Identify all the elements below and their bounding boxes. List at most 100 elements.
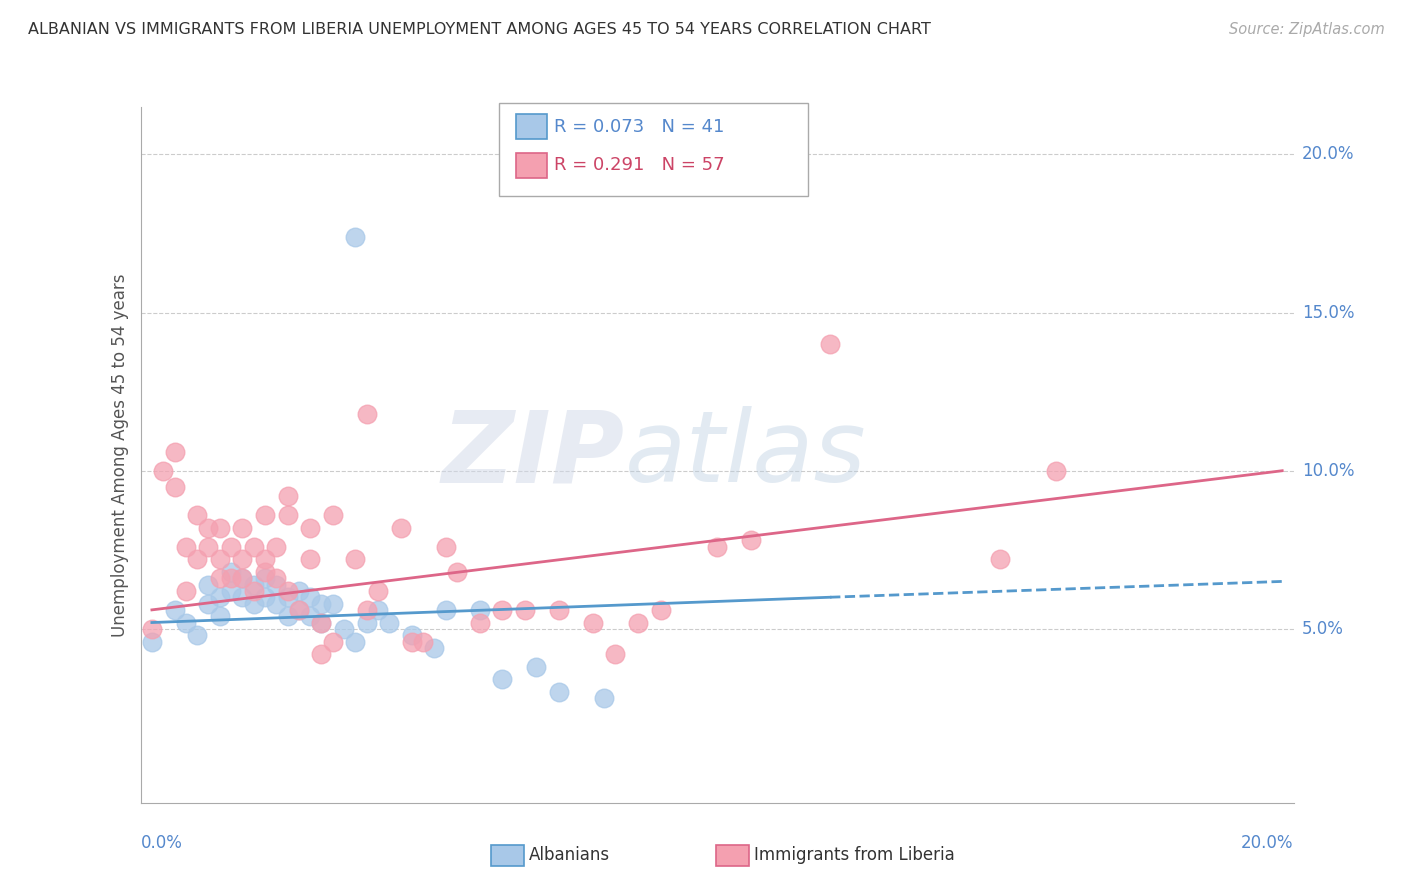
Point (231, 591, 253, 605)
Y-axis label: Unemployment Among Ages 45 to 54 years: Unemployment Among Ages 45 to 54 years (111, 273, 129, 637)
Point (468, 615, 491, 630)
Point (174, 540, 197, 554)
Point (208, 609, 231, 624)
Point (277, 609, 299, 624)
Text: 20.0%: 20.0% (1241, 834, 1294, 852)
Point (242, 597, 264, 611)
Text: 15.0%: 15.0% (1302, 303, 1354, 322)
Point (740, 533, 762, 548)
Point (378, 615, 401, 630)
Text: Source: ZipAtlas.com: Source: ZipAtlas.com (1229, 22, 1385, 37)
Point (333, 622, 356, 636)
Point (277, 583, 299, 598)
Point (593, 691, 616, 706)
Point (401, 628, 423, 642)
Point (311, 615, 333, 630)
Text: 5.0%: 5.0% (1302, 620, 1344, 638)
Point (208, 571, 231, 585)
Point (344, 229, 367, 244)
Point (141, 622, 163, 636)
Point (706, 540, 728, 554)
Point (582, 615, 605, 630)
Text: 20.0%: 20.0% (1302, 145, 1354, 163)
Point (277, 508, 299, 522)
Point (253, 591, 276, 605)
Point (197, 597, 219, 611)
Point (389, 521, 412, 535)
Point (186, 628, 208, 642)
Point (627, 615, 650, 630)
Point (152, 464, 174, 478)
Point (311, 597, 333, 611)
Point (299, 552, 322, 566)
Point (605, 647, 627, 661)
Point (818, 337, 841, 351)
Point (344, 552, 367, 566)
Point (412, 634, 434, 648)
Point (163, 444, 186, 458)
Point (322, 508, 344, 522)
Point (288, 603, 311, 617)
Point (219, 565, 242, 579)
Point (253, 508, 276, 522)
Point (197, 577, 219, 591)
Point (322, 597, 344, 611)
Point (650, 603, 672, 617)
Text: R = 0.291   N = 57: R = 0.291 N = 57 (554, 156, 724, 174)
Point (401, 634, 423, 648)
Point (288, 603, 311, 617)
Point (242, 540, 264, 554)
Point (547, 603, 569, 617)
Point (253, 571, 276, 585)
Point (299, 521, 322, 535)
Point (253, 565, 276, 579)
Point (468, 603, 491, 617)
Point (186, 552, 208, 566)
Point (231, 552, 253, 566)
Point (174, 583, 197, 598)
Point (311, 647, 333, 661)
Text: 0.0%: 0.0% (141, 834, 183, 852)
Point (288, 583, 311, 598)
Point (163, 479, 186, 493)
Point (219, 540, 242, 554)
Point (434, 603, 457, 617)
Text: 10.0%: 10.0% (1302, 462, 1354, 480)
Point (242, 577, 264, 591)
Point (299, 609, 322, 624)
Point (491, 603, 513, 617)
Point (208, 552, 231, 566)
Point (208, 521, 231, 535)
Point (208, 591, 231, 605)
Text: Immigrants from Liberia: Immigrants from Liberia (754, 846, 955, 863)
Text: atlas: atlas (624, 407, 866, 503)
Point (231, 571, 253, 585)
Point (277, 489, 299, 503)
Text: ZIP: ZIP (441, 407, 624, 503)
Point (367, 603, 389, 617)
Point (434, 540, 457, 554)
Point (988, 552, 1011, 566)
Text: R = 0.073   N = 41: R = 0.073 N = 41 (554, 118, 724, 136)
Point (322, 634, 344, 648)
Point (219, 571, 242, 585)
Point (264, 577, 287, 591)
Point (219, 583, 242, 598)
Point (1045, 464, 1067, 478)
Point (242, 583, 264, 598)
Point (356, 603, 378, 617)
Point (311, 615, 333, 630)
Point (174, 615, 197, 630)
Point (277, 591, 299, 605)
Point (197, 540, 219, 554)
Point (231, 571, 253, 585)
Point (231, 521, 253, 535)
Point (446, 565, 468, 579)
Point (513, 603, 536, 617)
Point (423, 640, 446, 655)
Point (524, 660, 547, 674)
Point (141, 634, 163, 648)
Text: ALBANIAN VS IMMIGRANTS FROM LIBERIA UNEMPLOYMENT AMONG AGES 45 TO 54 YEARS CORRE: ALBANIAN VS IMMIGRANTS FROM LIBERIA UNEM… (28, 22, 931, 37)
Point (264, 540, 287, 554)
Point (356, 407, 378, 421)
